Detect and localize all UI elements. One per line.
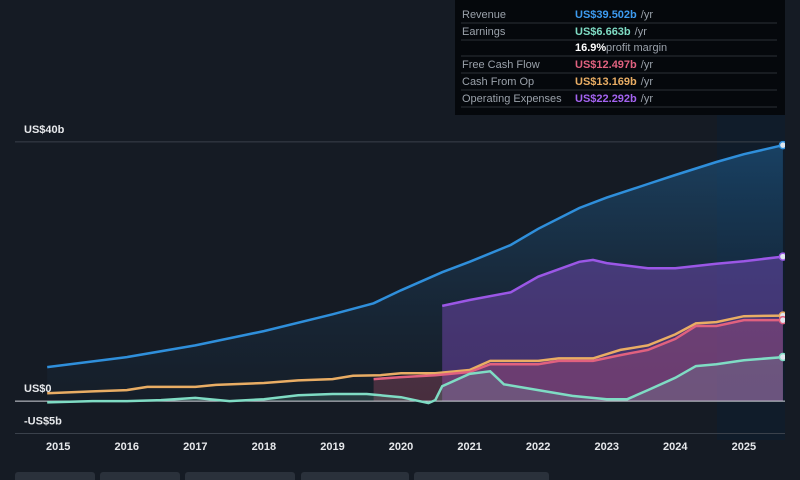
x-tick-label: 2019: [320, 441, 344, 453]
tooltip-label: Operating Expenses: [462, 93, 562, 105]
x-tick-label: 2023: [594, 441, 618, 453]
y-tick-label: US$40b: [24, 124, 65, 136]
tooltip: [455, 0, 785, 115]
tooltip-unit: /yr: [641, 76, 654, 88]
y-tick-label: US$0: [24, 383, 52, 395]
area: [47, 357, 783, 404]
tooltip-value: US$6.663b: [575, 26, 631, 38]
line: [47, 314, 783, 395]
button[interactable]: [15, 472, 95, 480]
end-dot: [778, 252, 785, 261]
line: [47, 143, 784, 369]
tooltip-label: Revenue: [462, 9, 506, 21]
tooltip-label: Free Cash Flow: [462, 59, 540, 71]
y-tick-label: -US$5b: [24, 415, 62, 427]
tooltip-unit: /yr: [635, 26, 648, 38]
x-tick-label: 2025: [732, 441, 756, 453]
line: [47, 355, 784, 405]
area: [47, 145, 783, 402]
end-dot: [778, 352, 785, 362]
button[interactable]: [100, 472, 180, 480]
x-tick-label: 2021: [457, 441, 481, 453]
x-tick-label: 2022: [526, 441, 550, 453]
tooltip-value: US$22.292b: [575, 93, 637, 105]
tooltip-value: 16.9%: [575, 42, 606, 54]
button[interactable]: [185, 472, 295, 480]
line: [373, 318, 783, 381]
tooltip-value: US$12.497b: [575, 59, 637, 71]
tooltip-value: US$13.169b: [575, 76, 637, 88]
end-dot: [778, 140, 785, 150]
x-tick-label: 2016: [115, 441, 139, 453]
x-tick-label: 2018: [252, 441, 276, 453]
x-tick-label: 2024: [663, 441, 688, 453]
tooltip-label: Cash From Op: [462, 76, 534, 88]
line: [441, 255, 784, 308]
x-tick-label: 2020: [389, 441, 413, 453]
tooltip-unit: /yr: [641, 9, 654, 21]
button[interactable]: [414, 472, 549, 480]
tooltip-label: profit margin: [606, 42, 667, 54]
button[interactable]: [301, 472, 409, 480]
tooltip-unit: /yr: [641, 93, 654, 105]
x-tick-label: 2017: [183, 441, 207, 453]
tooltip-value: US$39.502b: [575, 9, 637, 21]
end-dot: [778, 315, 785, 325]
tooltip-label: Earnings: [462, 26, 506, 38]
tooltip-unit: /yr: [641, 59, 654, 71]
x-tick-label: 2015: [46, 441, 70, 453]
area: [373, 320, 783, 402]
